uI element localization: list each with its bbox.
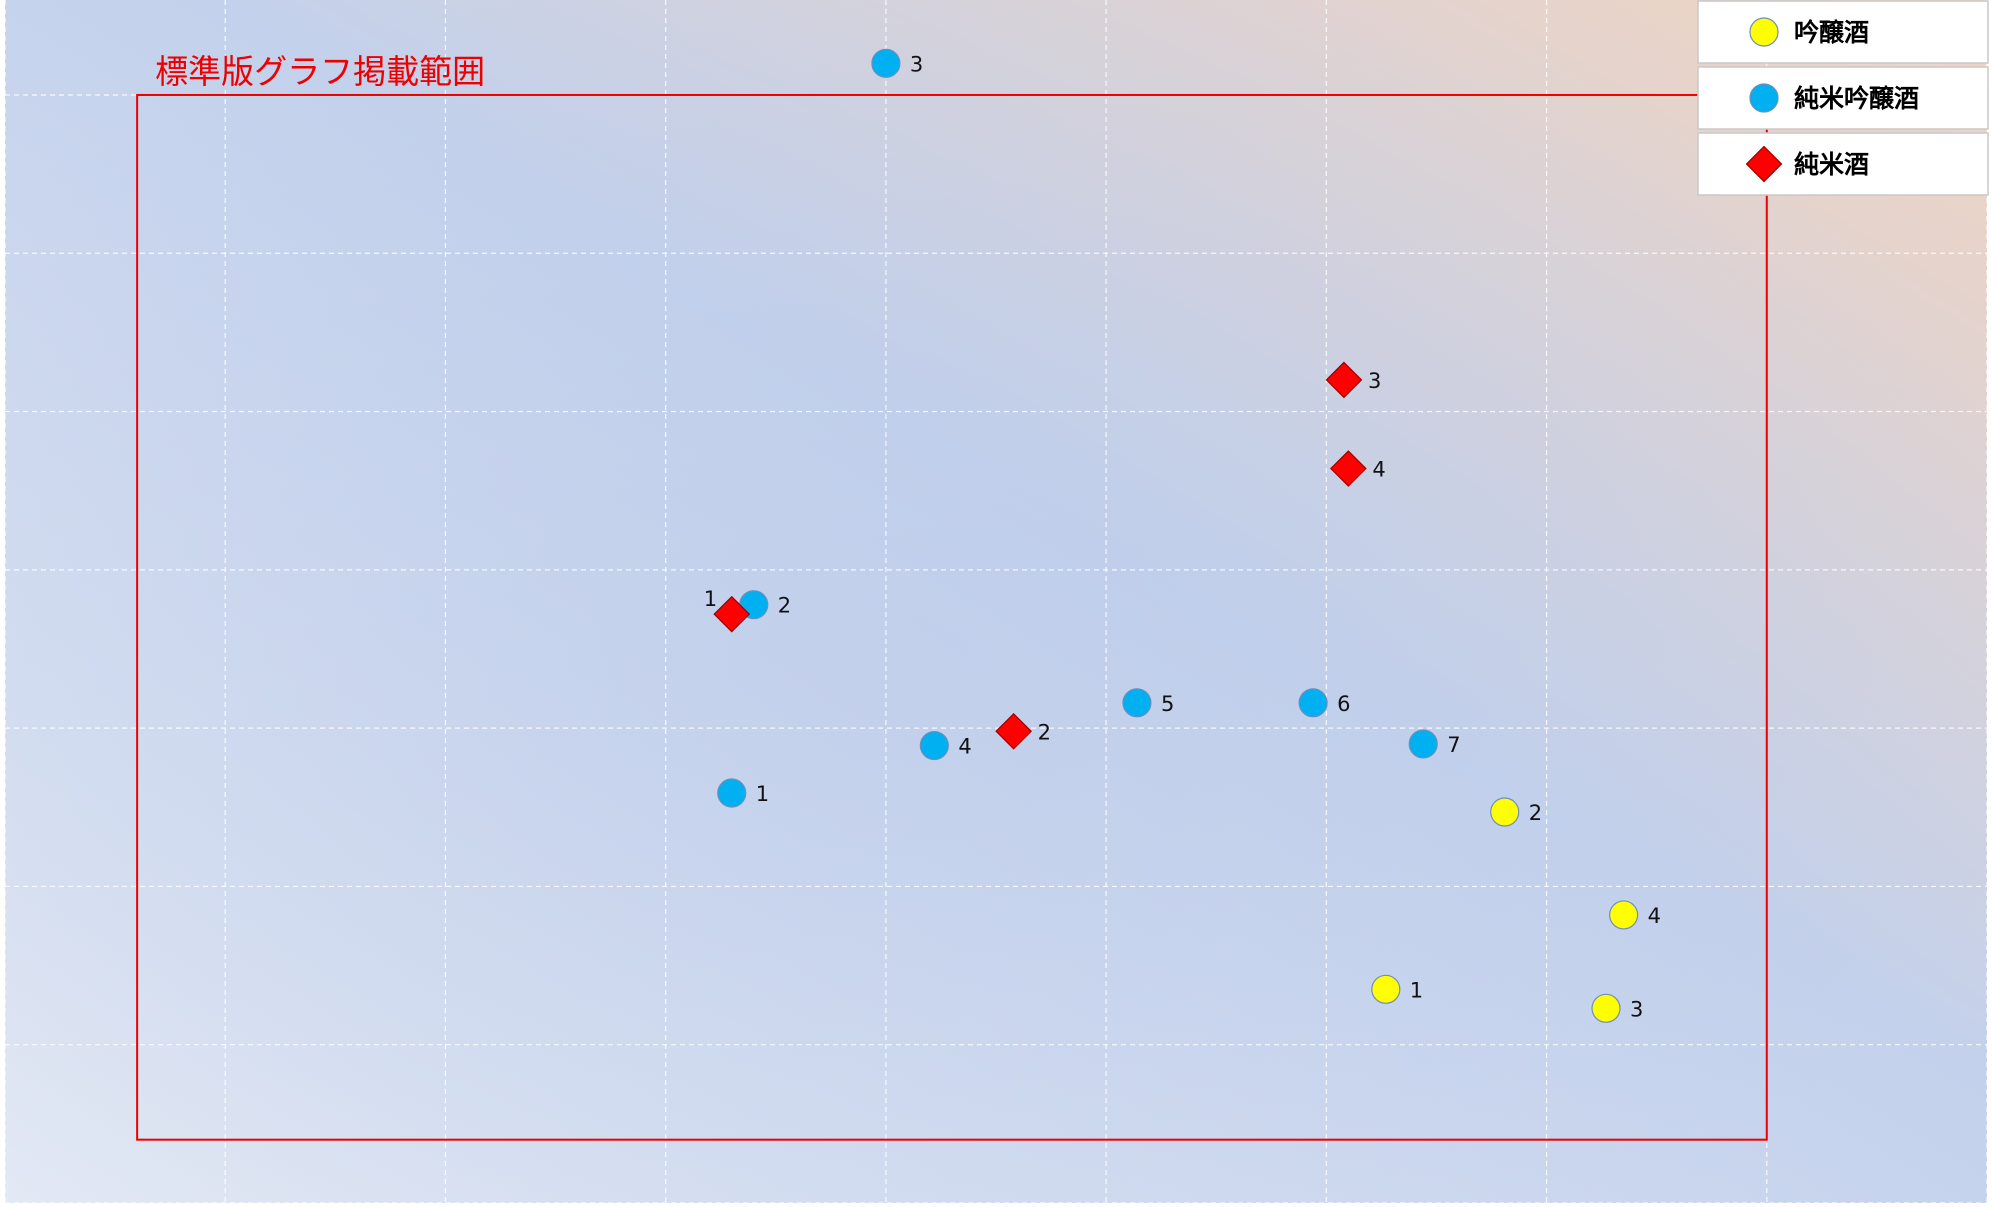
data-label: 4: [1372, 458, 1385, 482]
region-box: [136, 93, 1768, 1141]
data-point-circle: [1408, 729, 1438, 759]
data-point-circle: [1122, 688, 1152, 718]
region-box-group: 標準版グラフ掲載範囲: [136, 52, 1768, 1141]
data-point-diamond: [1325, 361, 1363, 399]
data-point-circle: [1371, 974, 1401, 1004]
plot-background-glow: [5, 0, 1987, 1203]
data-label: 4: [958, 735, 971, 759]
data-label: 1: [704, 587, 717, 611]
legend-marker: [1749, 83, 1779, 113]
data-label: 3: [1368, 369, 1381, 393]
legend-marker: [1745, 145, 1783, 183]
legend-marker: [1749, 17, 1779, 47]
region-box-label: 標準版グラフ掲載範囲: [155, 52, 485, 91]
data-label: 1: [756, 782, 769, 806]
data-label: 1: [1410, 978, 1423, 1002]
data-point-circle: [1490, 797, 1520, 827]
data-point-diamond: [713, 595, 751, 633]
data-point-circle: [871, 48, 901, 78]
data-point-circle: [1298, 688, 1328, 718]
legend-label: 純米吟醸酒: [1794, 84, 1919, 113]
data-label: 7: [1447, 733, 1460, 757]
data-point-circle: [1609, 900, 1639, 930]
legend-entry-box: [1697, 0, 1989, 64]
data-label: 5: [1161, 692, 1174, 716]
data-label: 3: [910, 52, 923, 76]
data-label: 6: [1337, 692, 1350, 716]
data-point-circle: [1591, 993, 1621, 1023]
legend-label: 純米酒: [1794, 150, 1869, 179]
data-label: 4: [1648, 904, 1661, 928]
data-label: 2: [1038, 720, 1051, 744]
data-point-circle: [717, 778, 747, 808]
data-label: 2: [1529, 801, 1542, 825]
legend-entry-box: [1697, 66, 1989, 130]
data-point-circle: [919, 730, 949, 761]
data-point-diamond: [995, 712, 1032, 750]
data-label: 2: [778, 594, 791, 618]
data-point-diamond: [1330, 450, 1367, 487]
data-label: 3: [1630, 997, 1643, 1021]
data-points: 1 2 3 4 1 2 3 4 5 6 7 1 2 3 4: [704, 48, 1661, 1023]
legend-label: 吟醸酒: [1794, 18, 1869, 47]
